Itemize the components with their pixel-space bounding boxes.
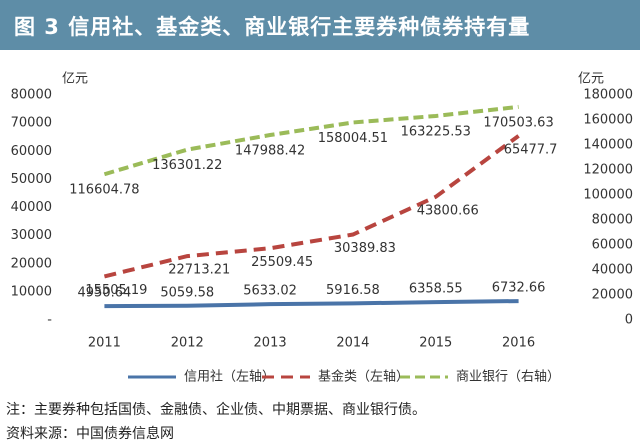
series-line (103, 104, 519, 177)
data-label: 22713.21 (168, 263, 230, 278)
x-tick-label: 2016 (502, 336, 535, 351)
data-label: 5916.58 (326, 283, 380, 298)
data-label: 163225.53 (401, 124, 471, 139)
y2-tick-label: 60000 (592, 238, 633, 253)
data-label: 6732.66 (492, 281, 546, 296)
legend-label: 基金类（左轴） (318, 369, 409, 385)
data-label: 43800.66 (417, 203, 479, 218)
y-axis-label: 亿元 (62, 72, 88, 87)
y-tick-label: 60000 (11, 144, 52, 159)
y-tick-label: 10000 (11, 284, 52, 299)
data-label: 116604.78 (69, 183, 139, 198)
data-label: 30389.83 (334, 241, 396, 256)
y-tick-label: 30000 (11, 228, 52, 243)
y2-axis-label: 亿元 (578, 72, 604, 87)
data-label: 147988.42 (235, 144, 305, 159)
x-tick-label: 2013 (254, 336, 287, 351)
data-label: 6358.55 (409, 282, 463, 297)
y2-tick-label: 140000 (583, 138, 633, 153)
header-bar: 图 3 信用社、基金类、商业银行主要券种债券持有量 (0, 0, 640, 50)
chart: 亿元 亿元 - 10000 20000 30000 40000 50000 60000 700… (11, 72, 633, 385)
x-tick-label: 2015 (419, 336, 452, 351)
data-label: 5633.02 (243, 284, 297, 299)
y-tick-label: 40000 (11, 200, 52, 215)
x-tick-label: 2011 (88, 336, 121, 351)
y2-tick-label: 80000 (592, 213, 633, 228)
y2-tick-label: 0 (625, 313, 633, 328)
y-tick-label: 80000 (11, 88, 52, 103)
chart-title: 图 3 信用社、基金类、商业银行主要券种债券持有量 (14, 15, 531, 39)
data-label: 158004.51 (318, 131, 388, 146)
data-label: 5059.58 (160, 285, 214, 300)
footnote: 注：主要券种包括国债、金融债、企业债、中期票据、商业银行债。 (6, 402, 426, 418)
x-tick-label: 2012 (171, 336, 204, 351)
y2-tick-label: 180000 (583, 88, 633, 103)
y2-tick-label: 20000 (592, 288, 633, 303)
y-tick-label: 20000 (11, 256, 52, 271)
series-line (104, 299, 519, 309)
data-label: 170503.63 (483, 115, 553, 130)
series-line (103, 134, 520, 279)
y2-tick-label: 160000 (583, 113, 633, 128)
y2-tick-label: 120000 (583, 163, 633, 178)
legend-label: 信用社（左轴） (184, 369, 275, 385)
data-label: 4950.64 (78, 286, 132, 301)
y2-tick-label: 100000 (583, 188, 633, 203)
y-tick-label: - (47, 313, 52, 328)
data-label: 25509.45 (251, 255, 313, 270)
data-label: 15505.19 (85, 283, 147, 298)
data-label: 65477.7 (504, 142, 558, 157)
source: 资料来源：中国债券信息网 (6, 426, 174, 442)
data-label: 136301.22 (152, 158, 222, 173)
x-tick-label: 2014 (336, 336, 369, 351)
y-tick-label: 50000 (11, 172, 52, 187)
y2-tick-label: 40000 (592, 263, 633, 278)
legend-label: 商业银行（右轴） (456, 370, 560, 385)
y-tick-label: 70000 (11, 116, 52, 131)
